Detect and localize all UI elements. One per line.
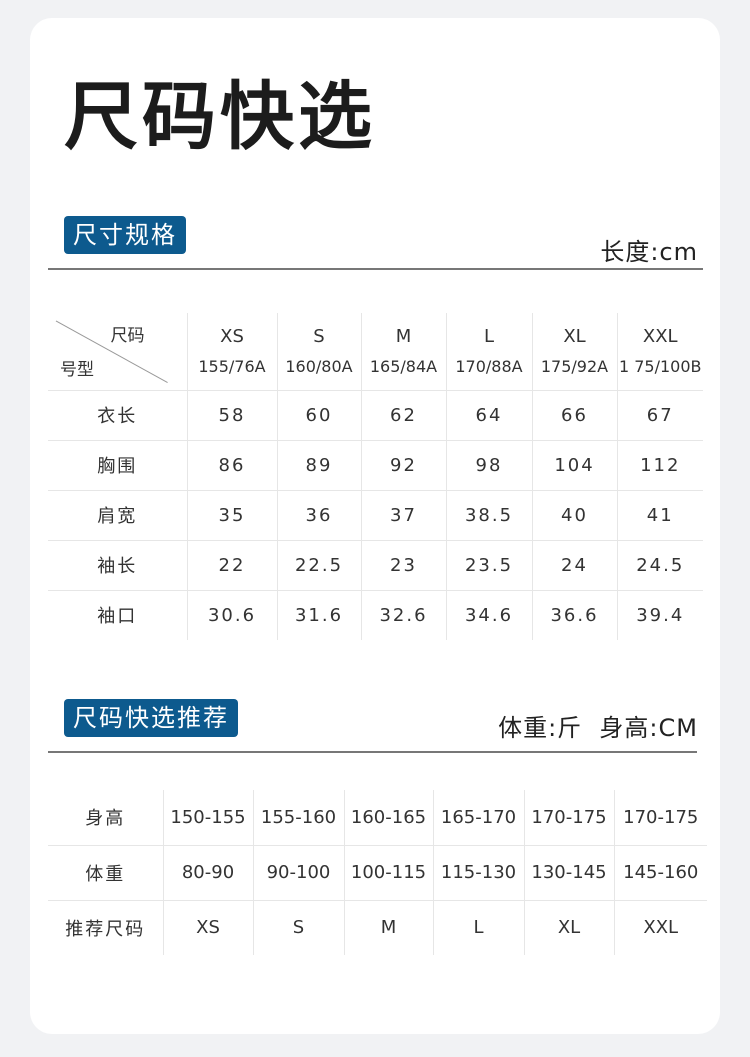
value-cell: 34.6 <box>445 590 532 640</box>
value-cell: 67 <box>616 390 703 441</box>
table-row: 衣长 58 60 62 64 66 67 <box>48 390 703 441</box>
size-label: XL <box>563 326 586 348</box>
row-label: 身高 <box>48 790 163 846</box>
size-recommend-table: 身高 150-155 155-160 160-165 165-170 170-175 170… <box>48 790 707 955</box>
value-cell: XS <box>162 900 253 955</box>
value-cell: 155-160 <box>252 790 344 846</box>
row-label: 体重 <box>48 845 163 901</box>
size-spec-table: 尺码 号型 XS 155/76A S 160/80A M 165/84A L 170/88A XL 1… <box>48 313 703 640</box>
size-header-cell: S 160/80A <box>276 313 361 391</box>
value-cell: 60 <box>276 390 361 441</box>
value-cell: 89 <box>276 440 361 491</box>
value-cell: 145-160 <box>613 845 707 901</box>
value-cell: 104 <box>531 440 617 491</box>
size-header-cell: M 165/84A <box>360 313 446 391</box>
corner-size-label: 尺码 <box>110 326 145 346</box>
value-cell: 41 <box>616 490 703 541</box>
value-cell: 86 <box>186 440 277 491</box>
value-cell: 24 <box>531 540 617 591</box>
divider <box>48 268 703 270</box>
size-label: XXL <box>642 326 678 348</box>
corner-cell: 尺码 号型 <box>48 313 187 391</box>
value-cell: 66 <box>531 390 617 441</box>
value-cell: 39.4 <box>616 590 703 640</box>
size-header-cell: L 170/88A <box>445 313 532 391</box>
model-label: 155/76A <box>198 357 266 377</box>
value-cell: L <box>432 900 524 955</box>
size-label: S <box>313 326 325 348</box>
value-cell: 170-175 <box>613 790 707 846</box>
size-header-cell: XXL 1 75/100B <box>616 313 703 391</box>
value-cell: 23 <box>360 540 446 591</box>
size-label: M <box>395 326 412 348</box>
value-cell: 112 <box>616 440 703 491</box>
size-header-cell: XS 155/76A <box>186 313 277 391</box>
value-cell: 22 <box>186 540 277 591</box>
value-cell: 38.5 <box>445 490 532 541</box>
value-cell: 31.6 <box>276 590 361 640</box>
divider <box>48 751 697 753</box>
value-cell: 62 <box>360 390 446 441</box>
table-row: 推荐尺码 XS S M L XL XXL <box>48 900 707 955</box>
model-label: 170/88A <box>455 357 523 377</box>
value-cell: 36 <box>276 490 361 541</box>
header-row: 尺码 号型 XS 155/76A S 160/80A M 165/84A L 170/88A XL 1… <box>48 313 703 391</box>
value-cell: 90-100 <box>252 845 344 901</box>
value-cell: 165-170 <box>432 790 524 846</box>
value-cell: 35 <box>186 490 277 541</box>
table-row: 袖口 30.6 31.6 32.6 34.6 36.6 39.4 <box>48 590 703 640</box>
model-label: 175/92A <box>540 357 609 377</box>
value-cell: 24.5 <box>616 540 703 591</box>
row-label: 袖长 <box>48 540 187 591</box>
model-label: 165/84A <box>369 357 438 377</box>
value-cell: 40 <box>531 490 617 541</box>
value-cell: 115-130 <box>432 845 524 901</box>
value-cell: 150-155 <box>162 790 253 846</box>
row-label: 推荐尺码 <box>65 918 146 940</box>
size-label: L <box>483 326 495 348</box>
value-cell: 30.6 <box>186 590 277 640</box>
row-label: 袖口 <box>97 606 138 628</box>
row-label: 胸围 <box>48 440 187 491</box>
spec-unit-label: 长度:cm <box>600 238 698 266</box>
size-header-cell: XL 175/92A <box>531 313 617 391</box>
value-cell: XL <box>523 900 614 955</box>
corner-model-label: 号型 <box>60 360 94 380</box>
value-cell: 98 <box>445 440 532 491</box>
table-row: 胸围 86 89 92 98 104 112 <box>48 440 703 491</box>
value-cell: 22.5 <box>276 540 361 591</box>
recommend-section-badge: 尺码快选推荐 <box>64 699 238 737</box>
spec-section-badge: 尺寸规格 <box>64 216 186 254</box>
value-cell: 160-165 <box>343 790 433 846</box>
value-cell: 80-90 <box>162 845 253 901</box>
value-cell: 130-145 <box>523 845 614 901</box>
table-row: 袖长 22 22.5 23 23.5 24 24.5 <box>48 540 703 591</box>
value-cell: 100-115 <box>343 845 433 901</box>
value-cell: 37 <box>360 490 446 541</box>
row-label: 肩宽 <box>48 490 187 541</box>
recommend-unit-label: 体重:斤 身高:CM <box>498 714 698 742</box>
value-cell: 92 <box>360 440 446 491</box>
page-title: 尺码快选 <box>64 74 376 160</box>
row-label: 衣长 <box>48 390 187 441</box>
model-label: 1 75/100B <box>618 357 702 377</box>
value-cell: S <box>252 900 344 955</box>
value-cell: 32.6 <box>360 590 446 640</box>
value-cell: 23.5 <box>445 540 532 591</box>
value-cell: 58 <box>186 390 277 441</box>
value-cell: 36.6 <box>531 590 617 640</box>
table-row: 身高 150-155 155-160 160-165 165-170 170-175 170… <box>48 790 707 846</box>
value-cell: M <box>343 900 433 955</box>
size-label: XS <box>220 326 244 348</box>
value-cell: XXL <box>613 900 707 955</box>
value-cell: 64 <box>445 390 532 441</box>
model-label: 160/80A <box>285 357 353 377</box>
table-row: 肩宽 35 36 37 38.5 40 41 <box>48 490 703 541</box>
value-cell: 170-175 <box>523 790 614 846</box>
table-row: 体重 80-90 90-100 100-115 115-130 130-145 145-16… <box>48 845 707 901</box>
